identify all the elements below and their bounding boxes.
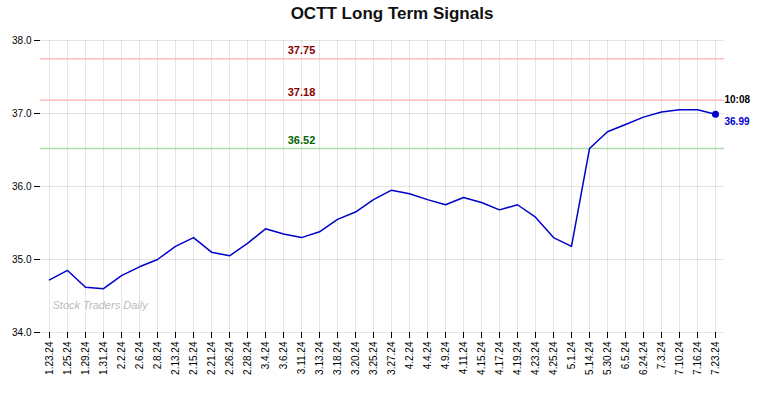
svg-text:3.4.24: 3.4.24 <box>260 341 271 369</box>
svg-text:2.26.24: 2.26.24 <box>224 341 235 375</box>
svg-text:2.8.24: 2.8.24 <box>152 341 163 369</box>
svg-text:37.0: 37.0 <box>12 108 32 119</box>
svg-text:4.15.24: 4.15.24 <box>476 341 487 375</box>
svg-text:2.6.24: 2.6.24 <box>134 341 145 369</box>
svg-text:36.99: 36.99 <box>725 116 750 127</box>
svg-text:4.2.24: 4.2.24 <box>404 341 415 369</box>
svg-text:7.10.24: 7.10.24 <box>674 341 685 375</box>
svg-text:Stock Traders Daily: Stock Traders Daily <box>53 299 150 311</box>
svg-text:3.27.24: 3.27.24 <box>386 341 397 375</box>
svg-text:2.28.24: 2.28.24 <box>242 341 253 375</box>
svg-text:4.25.24: 4.25.24 <box>548 341 559 375</box>
svg-text:10:08: 10:08 <box>725 94 751 105</box>
svg-text:2.13.24: 2.13.24 <box>170 341 181 375</box>
svg-text:1.23.24: 1.23.24 <box>44 341 55 375</box>
svg-text:35.0: 35.0 <box>12 254 32 265</box>
svg-text:3.25.24: 3.25.24 <box>368 341 379 375</box>
svg-text:4.11.24: 4.11.24 <box>458 341 469 374</box>
svg-text:37.75: 37.75 <box>288 44 316 56</box>
svg-text:5.14.24: 5.14.24 <box>584 341 595 375</box>
svg-text:1.31.24: 1.31.24 <box>98 341 109 375</box>
svg-text:4.19.24: 4.19.24 <box>512 341 523 375</box>
svg-text:3.18.24: 3.18.24 <box>332 341 343 375</box>
svg-text:1.25.24: 1.25.24 <box>62 341 73 375</box>
html-text:OCTT Long Term Signals: OCTT Long Term Signals <box>290 4 494 23</box>
svg-text:6.24.24: 6.24.24 <box>638 341 649 375</box>
svg-text:7.23.24: 7.23.24 <box>710 341 721 375</box>
svg-text:7.16.24: 7.16.24 <box>692 341 703 375</box>
svg-text:38.0: 38.0 <box>12 35 32 46</box>
svg-text:4.23.24: 4.23.24 <box>530 341 541 375</box>
svg-text:4.17.24: 4.17.24 <box>494 341 505 375</box>
svg-text:2.15.24: 2.15.24 <box>188 341 199 375</box>
svg-text:5.30.24: 5.30.24 <box>602 341 613 375</box>
svg-text:6.5.24: 6.5.24 <box>620 341 631 369</box>
svg-text:36.0: 36.0 <box>12 181 32 192</box>
svg-text:4.9.24: 4.9.24 <box>440 341 451 369</box>
svg-text:2.21.24: 2.21.24 <box>206 341 217 375</box>
svg-text:36.52: 36.52 <box>288 134 316 146</box>
svg-text:3.13.24: 3.13.24 <box>314 341 325 375</box>
svg-text:4.4.24: 4.4.24 <box>422 341 433 369</box>
svg-text:3.20.24: 3.20.24 <box>350 341 361 375</box>
svg-text:2.2.24: 2.2.24 <box>116 341 127 369</box>
svg-text:7.3.24: 7.3.24 <box>656 341 667 369</box>
svg-text:5.1.24: 5.1.24 <box>566 341 577 369</box>
svg-text:1.29.24: 1.29.24 <box>80 341 91 375</box>
svg-text:34.0: 34.0 <box>12 327 32 338</box>
svg-text:37.18: 37.18 <box>288 86 316 98</box>
svg-text:3.11.24: 3.11.24 <box>296 341 307 374</box>
svg-text:3.6.24: 3.6.24 <box>278 341 289 369</box>
